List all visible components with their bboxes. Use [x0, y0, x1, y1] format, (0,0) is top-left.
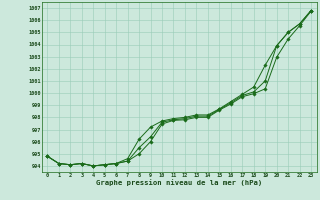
X-axis label: Graphe pression niveau de la mer (hPa): Graphe pression niveau de la mer (hPa): [96, 179, 262, 186]
